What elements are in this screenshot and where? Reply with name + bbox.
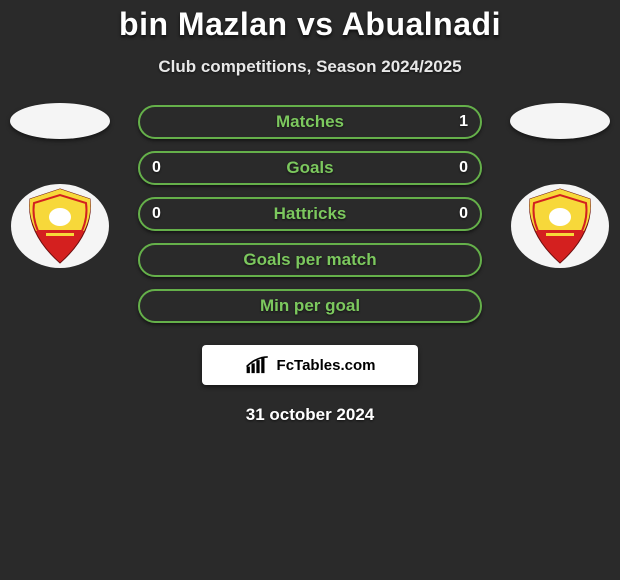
stat-value-left: 0 [152,159,161,177]
stat-row: 0 Goals 0 [138,151,482,185]
stats-list: Matches 1 0 Goals 0 0 Hattricks 0 Goals per matc… [138,105,482,323]
player-left-column [0,105,120,269]
bar-chart-icon [245,354,271,376]
player-right-crest [510,183,610,269]
stat-value-left: 0 [152,205,161,223]
player-left-crest [10,183,110,269]
stat-value-right: 0 [459,205,468,223]
stat-row: 0 Hattricks 0 [138,197,482,231]
player-right-column [500,105,620,269]
stat-label: Goals [286,158,333,178]
comparison-area: Matches 1 0 Goals 0 0 Hattricks 0 Goals per matc… [0,105,620,425]
stat-value-right: 1 [459,113,468,131]
stat-value-right: 0 [459,159,468,177]
stat-label: Min per goal [260,296,360,316]
shield-icon [510,183,610,269]
stat-row: Goals per match [138,243,482,277]
shield-icon [10,183,110,269]
stat-label: Goals per match [243,250,376,270]
player-left-avatar [10,103,110,139]
stat-label: Matches [276,112,344,132]
date-label: 31 october 2024 [0,405,620,425]
stat-row: Matches 1 [138,105,482,139]
stat-row: Min per goal [138,289,482,323]
player-right-avatar [510,103,610,139]
brand-text: FcTables.com [277,357,376,374]
stat-label: Hattricks [274,204,347,224]
brand-logo: FcTables.com [202,345,418,385]
subtitle: Club competitions, Season 2024/2025 [0,57,620,77]
page-title: bin Mazlan vs Abualnadi [0,6,620,43]
